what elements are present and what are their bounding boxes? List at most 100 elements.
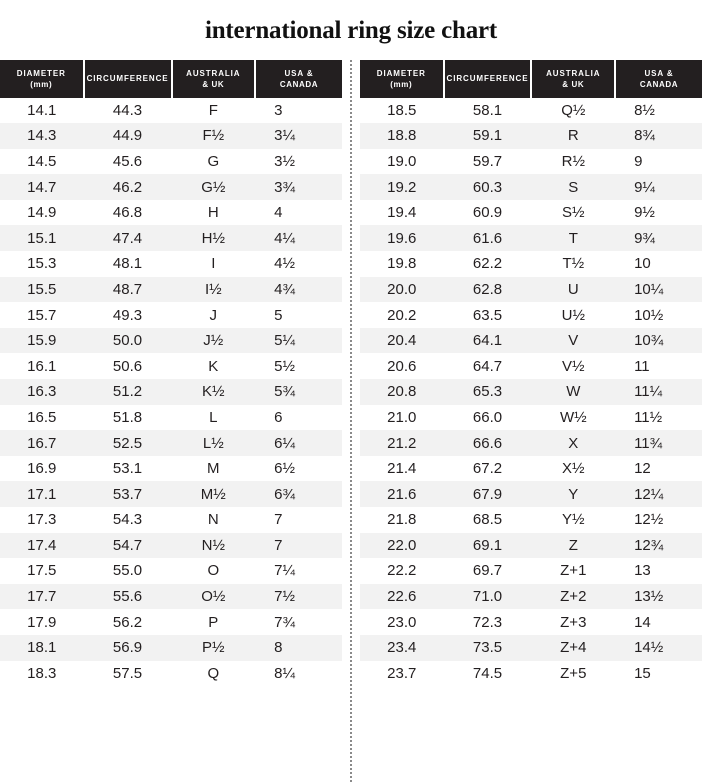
right-table: DIAMETER (mm) CIRCUMFERENCE AUSTRALIA & … — [360, 59, 702, 687]
table-row: 16.5 51.8 L 6 — [0, 404, 342, 431]
table-row: 20.2 63.5 U½ 10½ — [360, 302, 702, 328]
cell-usa-canada: 15 — [615, 660, 702, 687]
cell-diameter: 14.9 — [0, 199, 84, 226]
cell-usa-canada: 8½ — [615, 97, 702, 124]
table-row: 20.4 64.1 V 10¾ — [360, 327, 702, 354]
cell-diameter: 18.5 — [360, 97, 444, 124]
cell-usa-canada: 4¼ — [255, 225, 342, 252]
cell-australia-uk: X½ — [531, 455, 616, 482]
cell-australia-uk: S — [531, 174, 616, 200]
cell-usa-canada: 7 — [255, 507, 342, 533]
cell-australia-uk: N½ — [171, 532, 256, 559]
cell-diameter: 21.8 — [360, 507, 444, 533]
table-row: 21.6 67.9 Y 12¼ — [360, 481, 702, 507]
table-row: 14.5 45.6 G 3½ — [0, 148, 342, 175]
cell-australia-uk: Y — [531, 481, 616, 507]
dotted-divider — [342, 60, 360, 782]
column-header-australia-uk: AUSTRALIA & UK — [171, 59, 257, 98]
cell-usa-canada: 13 — [615, 558, 702, 584]
header-row: DIAMETER (mm) CIRCUMFERENCE AUSTRALIA & … — [360, 59, 702, 98]
cell-australia-uk: R½ — [531, 148, 616, 175]
cell-usa-canada: 7 — [255, 532, 342, 559]
cell-australia-uk: Z — [531, 532, 616, 559]
ring-size-chart-page: international ring size chart DIAMETER (… — [0, 17, 702, 782]
cell-usa-canada: 12¼ — [615, 481, 702, 507]
cell-usa-canada: 8¾ — [615, 123, 702, 149]
cell-australia-uk: K½ — [171, 379, 256, 405]
cell-usa-canada: 10¼ — [615, 276, 702, 303]
cell-usa-canada: 4¾ — [255, 276, 342, 303]
cell-circumference: 66.6 — [443, 430, 532, 456]
cell-australia-uk: U — [531, 276, 616, 303]
table-row: 18.8 59.1 R 8¾ — [360, 123, 702, 149]
cell-usa-canada: 7¼ — [255, 558, 342, 584]
cell-usa-canada: 8¼ — [255, 660, 342, 687]
table-row: 14.3 44.9 F½ 3¼ — [0, 123, 342, 149]
cell-diameter: 21.0 — [360, 404, 444, 431]
table-row: 19.0 59.7 R½ 9 — [360, 148, 702, 175]
cell-diameter: 15.1 — [0, 225, 84, 252]
table-row: 21.8 68.5 Y½ 12½ — [360, 507, 702, 533]
cell-diameter: 18.3 — [0, 660, 84, 687]
cell-diameter: 14.3 — [0, 123, 84, 149]
cell-circumference: 59.7 — [443, 148, 532, 175]
cell-australia-uk: Z+2 — [531, 583, 616, 610]
cell-usa-canada: 13½ — [615, 583, 702, 610]
cell-usa-canada: 4½ — [255, 251, 342, 277]
table-row: 15.1 47.4 H½ 4¼ — [0, 225, 342, 252]
cell-diameter: 17.7 — [0, 583, 84, 610]
cell-diameter: 15.7 — [0, 302, 84, 328]
cell-circumference: 44.9 — [83, 123, 172, 149]
cell-australia-uk: I — [171, 251, 256, 277]
column-header-circumference: CIRCUMFERENCE — [83, 59, 173, 98]
left-table: DIAMETER (mm) CIRCUMFERENCE AUSTRALIA & … — [0, 59, 342, 687]
cell-usa-canada: 6½ — [255, 455, 342, 482]
cell-australia-uk: Z+3 — [531, 609, 616, 635]
cell-usa-canada: 3¾ — [255, 174, 342, 200]
page-title: international ring size chart — [204, 16, 498, 44]
column-header-usa-canada: USA & CANADA — [615, 59, 702, 98]
column-header-australia-uk: AUSTRALIA & UK — [531, 59, 617, 98]
cell-diameter: 19.4 — [360, 199, 444, 226]
cell-australia-uk: V — [531, 327, 616, 354]
cell-diameter: 17.5 — [0, 558, 84, 584]
cell-usa-canada: 9¼ — [615, 174, 702, 200]
column-header-circumference-label: CIRCUMFERENCE — [446, 74, 529, 83]
cell-circumference: 71.0 — [443, 583, 532, 610]
cell-diameter: 16.9 — [0, 455, 84, 482]
cell-australia-uk: J — [171, 302, 256, 328]
cell-australia-uk: M½ — [171, 481, 256, 507]
cell-circumference: 49.3 — [83, 302, 172, 328]
cell-usa-canada: 12½ — [615, 507, 702, 533]
cell-circumference: 55.0 — [83, 558, 172, 584]
cell-australia-uk: F — [171, 97, 256, 124]
table-row: 17.5 55.0 O 7¼ — [0, 558, 342, 584]
cell-diameter: 20.8 — [360, 379, 444, 405]
cell-australia-uk: T — [531, 225, 616, 252]
cell-usa-canada: 5¼ — [255, 327, 342, 354]
cell-circumference: 69.7 — [443, 558, 532, 584]
cell-australia-uk: N — [171, 507, 256, 533]
table-row: 23.7 74.5 Z+5 15 — [360, 660, 702, 687]
cell-usa-canada: 9¾ — [615, 225, 702, 252]
column-header-diameter-unit: (mm) — [30, 79, 53, 89]
cell-usa-canada: 11¼ — [615, 379, 702, 405]
column-header-diameter-label: DIAMETER — [16, 68, 66, 78]
cell-usa-canada: 11½ — [615, 404, 702, 431]
cell-diameter: 23.7 — [360, 660, 444, 687]
column-header-diameter: DIAMETER (mm) — [0, 59, 85, 98]
cell-usa-canada: 5½ — [255, 353, 342, 380]
table-row: 18.3 57.5 Q 8¼ — [0, 660, 342, 687]
cell-circumference: 50.0 — [83, 327, 172, 354]
cell-usa-canada: 14 — [615, 609, 702, 635]
cell-diameter: 20.4 — [360, 327, 444, 354]
column-header-canada-label: CANADA — [639, 79, 679, 89]
cell-australia-uk: W — [531, 379, 616, 405]
cell-diameter: 21.2 — [360, 430, 444, 456]
cell-circumference: 56.2 — [83, 609, 172, 635]
cell-usa-canada: 12¾ — [615, 532, 702, 559]
right-table-header: DIAMETER (mm) CIRCUMFERENCE AUSTRALIA & … — [360, 59, 702, 98]
cell-usa-canada: 10 — [615, 251, 702, 277]
table-row: 18.1 56.9 P½ 8 — [0, 634, 342, 661]
cell-usa-canada: 8 — [255, 634, 342, 661]
